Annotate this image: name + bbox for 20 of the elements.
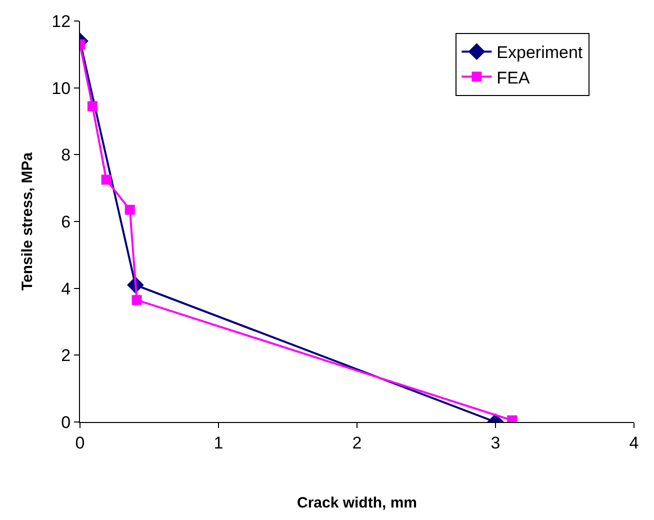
y-tick-label: 10 [52,78,71,98]
y-tick-label: 2 [61,346,71,366]
point [87,101,98,112]
y-tick-label: 6 [61,212,71,232]
x-tick-label: 1 [214,433,224,452]
x-tick-label: 3 [490,433,500,452]
y-tick-label: 12 [52,12,71,31]
y-tick-label: 4 [61,279,71,298]
legend-label: Experiment [496,43,583,62]
y-tick-label: 8 [61,146,71,165]
y-axis-title: Tensile stress, MPa [18,152,36,291]
x-tick-label: 0 [75,433,85,452]
x-tick-label: 4 [629,433,639,452]
legend-label: FEA [496,68,530,88]
y-tick-label: 0 [61,412,71,432]
point [124,204,135,215]
point [101,174,112,185]
x-axis-title: Crack width, mm [296,494,418,512]
point [132,295,142,306]
x-tick-label: 2 [352,433,362,452]
